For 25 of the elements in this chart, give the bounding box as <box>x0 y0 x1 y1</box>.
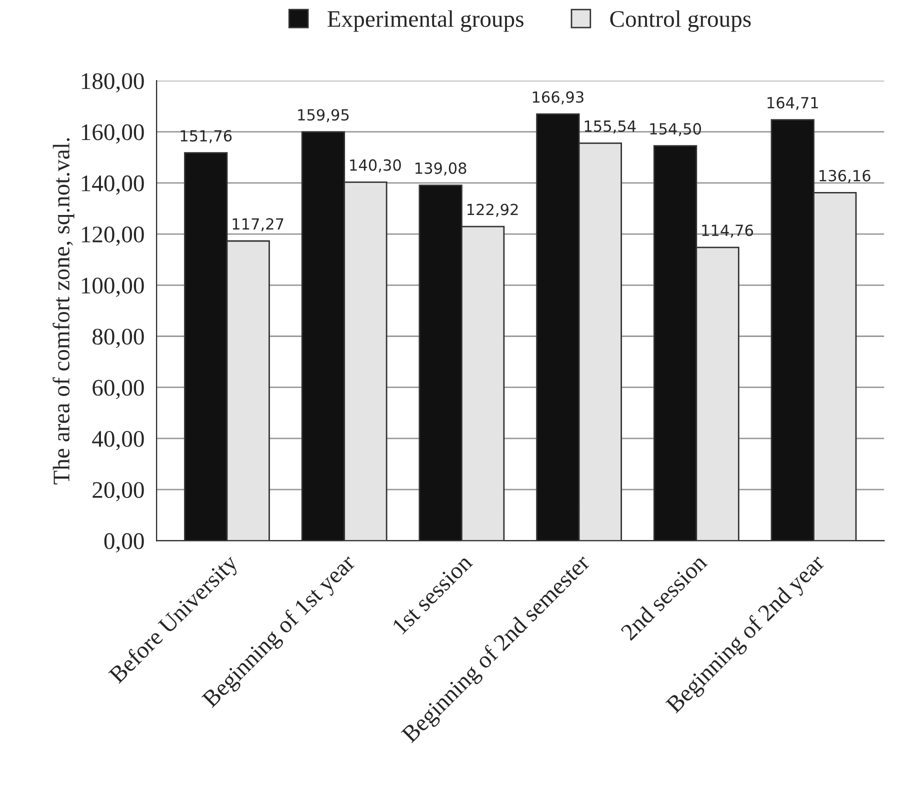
legend-label: Experimental groups <box>328 10 524 32</box>
data-label: 117,27 <box>232 218 284 232</box>
data-label: 140,30 <box>350 159 401 172</box>
data-label: 114,76 <box>702 224 754 238</box>
y-tick-label: 160,00 <box>82 124 144 144</box>
data-label: 159,95 <box>298 109 349 122</box>
data-label: 164,71 <box>768 96 818 110</box>
legend-label: Control groups <box>610 10 751 32</box>
data-label: 155,54 <box>584 120 636 134</box>
data-label: 136,16 <box>820 170 870 183</box>
y-tick-label: 20,00 <box>92 482 144 502</box>
y-tick-label: 140,00 <box>82 175 144 195</box>
data-label: 166,93 <box>532 91 584 104</box>
data-label: 139,08 <box>416 162 466 176</box>
data-label: 122,92 <box>467 204 518 217</box>
y-axis-title: The area of comfort zone, sq.not.val. <box>52 138 74 484</box>
y-tick-label: 180,00 <box>82 73 144 93</box>
y-tick-label: 60,00 <box>92 380 144 400</box>
y-tick-label: 120,00 <box>82 226 144 246</box>
y-tick-label: 40,00 <box>92 430 144 450</box>
data-label: 151,76 <box>180 130 232 144</box>
y-tick-label: 0,00 <box>104 533 144 553</box>
data-label: 154,50 <box>650 123 701 136</box>
y-tick-label: 80,00 <box>92 328 144 348</box>
y-tick-label: 100,00 <box>82 278 144 297</box>
